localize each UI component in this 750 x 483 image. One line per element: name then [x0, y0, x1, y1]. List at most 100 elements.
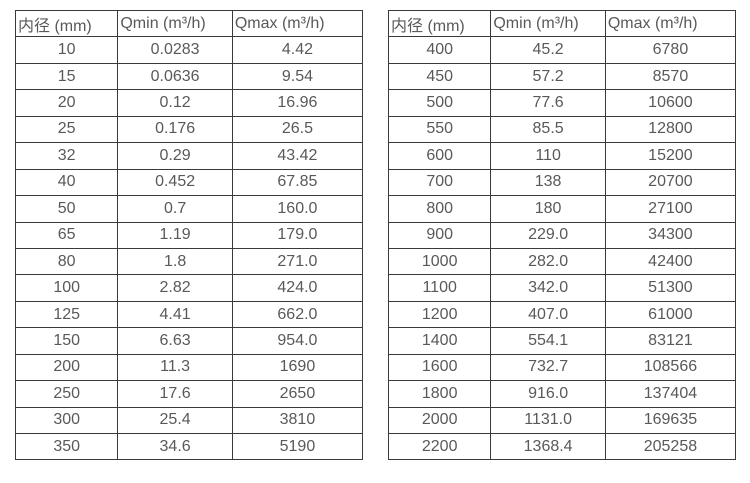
table-row: 40 0.452 67.85: [14, 168, 364, 197]
table-cell: 0.0283: [117, 36, 233, 64]
table-cell: 138: [490, 168, 606, 197]
table-cell: 500: [387, 89, 492, 117]
table-cell: 61000: [604, 300, 737, 329]
table-cell: 5190: [231, 432, 364, 461]
table-cell: 160.0: [231, 195, 364, 223]
table-row: 1100 342.0 51300: [387, 274, 737, 302]
table-cell: 0.29: [117, 142, 233, 170]
table-cell: 1400: [387, 327, 492, 355]
table-cell: 180: [490, 195, 606, 223]
table-cell: 137404: [604, 380, 737, 408]
table-cell: 342.0: [490, 274, 606, 302]
table-cell: 1368.4: [490, 432, 606, 461]
table-cell: 15200: [604, 142, 737, 170]
table-cell: 407.0: [490, 300, 606, 329]
table-cell: 80: [14, 247, 119, 276]
col-header-qmax: Qmax (m³/h): [231, 9, 364, 38]
table-cell: 1.19: [117, 221, 233, 249]
table-cell: 17.6: [117, 380, 233, 408]
table-cell: 100: [14, 274, 119, 302]
table-cell: 205258: [604, 432, 737, 461]
table-cell: 1800: [387, 380, 492, 408]
table-cell: 50: [14, 195, 119, 223]
table-row: 1600 732.7 108566: [387, 353, 737, 382]
table-cell: 15: [14, 62, 119, 91]
table-cell: 32: [14, 142, 119, 170]
table-cell: 450: [387, 62, 492, 91]
table-cell: 77.6: [490, 89, 606, 117]
table-row: 2200 1368.4 205258: [387, 432, 737, 461]
table-row: 125 4.41 662.0: [14, 300, 364, 329]
table-cell: 27100: [604, 195, 737, 223]
table-cell: 25: [14, 115, 119, 144]
table-cell: 0.0636: [117, 62, 233, 91]
table-cell: 4.41: [117, 300, 233, 329]
table-cell: 1690: [231, 353, 364, 382]
table-cell: 26.5: [231, 115, 364, 144]
table-cell: 25.4: [117, 406, 233, 435]
table-cell: 83121: [604, 327, 737, 355]
table-cell: 8570: [604, 62, 737, 91]
col-header-inner-diameter: 内径 (mm): [387, 9, 492, 38]
table-row: 400 45.2 6780: [387, 36, 737, 64]
table-header-row: 内径 (mm) Qmin (m³/h) Qmax (m³/h): [387, 9, 737, 38]
table-row: 800 180 27100: [387, 195, 737, 223]
table-cell: 6.63: [117, 327, 233, 355]
table-cell: 4.42: [231, 36, 364, 64]
table-cell: 600: [387, 142, 492, 170]
col-header-qmin: Qmin (m³/h): [117, 9, 233, 38]
table-cell: 42400: [604, 247, 737, 276]
table-cell: 350: [14, 432, 119, 461]
table-cell: 67.85: [231, 168, 364, 197]
table-cell: 662.0: [231, 300, 364, 329]
table-cell: 12800: [604, 115, 737, 144]
table-row: 700 138 20700: [387, 168, 737, 197]
table-cell: 85.5: [490, 115, 606, 144]
table-row: 150 6.63 954.0: [14, 327, 364, 355]
table-cell: 2000: [387, 406, 492, 435]
table-cell: 1000: [387, 247, 492, 276]
table-cell: 400: [387, 36, 492, 64]
table-cell: 51300: [604, 274, 737, 302]
table-cell: 800: [387, 195, 492, 223]
tables-row: 内径 (mm) Qmin (m³/h) Qmax (m³/h) 10 0.0283…: [14, 9, 737, 461]
table-cell: 110: [490, 142, 606, 170]
table-row: 1800 916.0 137404: [387, 380, 737, 408]
table-cell: 1100: [387, 274, 492, 302]
table-cell: 9.54: [231, 62, 364, 91]
table-row: 20 0.12 16.96: [14, 89, 364, 117]
col-header-inner-diameter: 内径 (mm): [14, 9, 119, 38]
table-row: 65 1.19 179.0: [14, 221, 364, 249]
table-row: 500 77.6 10600: [387, 89, 737, 117]
table-cell: 229.0: [490, 221, 606, 249]
table-cell: 0.12: [117, 89, 233, 117]
table-row: 25 0.176 26.5: [14, 115, 364, 144]
table-cell: 3810: [231, 406, 364, 435]
flow-spec-table-left: 内径 (mm) Qmin (m³/h) Qmax (m³/h) 10 0.0283…: [14, 9, 364, 461]
table-body-right: 400 45.2 6780 450 57.2 8570 500 77.6 10600 550 85.…: [387, 36, 737, 461]
table-row: 1000 282.0 42400: [387, 247, 737, 276]
col-header-qmax: Qmax (m³/h): [604, 9, 737, 38]
table-cell: 2200: [387, 432, 492, 461]
table-row: 15 0.0636 9.54: [14, 62, 364, 91]
table-cell: 1200: [387, 300, 492, 329]
table-cell: 200: [14, 353, 119, 382]
table-cell: 1131.0: [490, 406, 606, 435]
table-cell: 916.0: [490, 380, 606, 408]
table-cell: 271.0: [231, 247, 364, 276]
table-cell: 0.176: [117, 115, 233, 144]
table-row: 200 11.3 1690: [14, 353, 364, 382]
table-row: 600 110 15200: [387, 142, 737, 170]
table-cell: 125: [14, 300, 119, 329]
table-row: 1400 554.1 83121: [387, 327, 737, 355]
table-cell: 250: [14, 380, 119, 408]
table-cell: 43.42: [231, 142, 364, 170]
table-cell: 0.452: [117, 168, 233, 197]
table-cell: 300: [14, 406, 119, 435]
table-cell: 2650: [231, 380, 364, 408]
table-cell: 1.8: [117, 247, 233, 276]
table-row: 450 57.2 8570: [387, 62, 737, 91]
table-row: 350 34.6 5190: [14, 432, 364, 461]
table-cell: 108566: [604, 353, 737, 382]
